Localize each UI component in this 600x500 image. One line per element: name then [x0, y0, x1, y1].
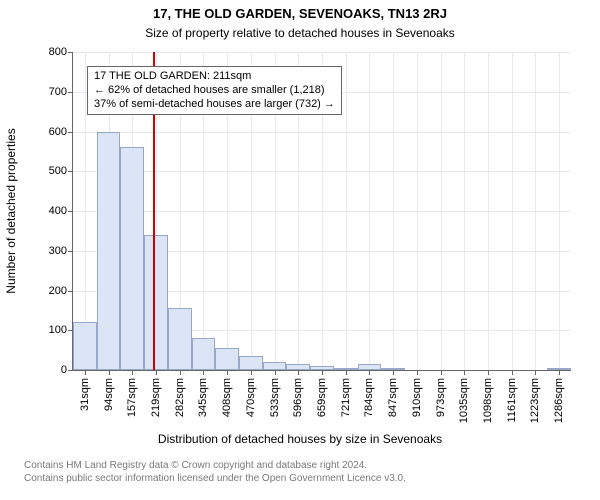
histogram-bar: [192, 338, 216, 370]
xtick-label: 282sqm: [174, 370, 186, 417]
annotation-line2: ← 62% of detached houses are smaller (1,…: [94, 84, 335, 98]
xtick-label: 533sqm: [269, 370, 281, 417]
chart-container: 17, THE OLD GARDEN, SEVENOAKS, TN13 2RJ …: [0, 0, 600, 500]
histogram-bar: [239, 356, 263, 370]
histogram-bar: [263, 362, 287, 370]
ytick-label: 400: [49, 205, 73, 217]
y-axis-label: Number of detached properties: [4, 128, 18, 293]
footer-line2: Contains public sector information licen…: [24, 473, 600, 486]
xtick-label: 910sqm: [411, 370, 423, 417]
histogram-bar: [381, 368, 405, 370]
xtick-label: 219sqm: [150, 370, 162, 417]
histogram-bar: [97, 132, 121, 371]
xtick-label: 973sqm: [435, 370, 447, 417]
histogram-bar: [547, 368, 571, 370]
annotation-line1: 17 THE OLD GARDEN: 211sqm: [94, 70, 335, 84]
xtick-label: 1286sqm: [553, 370, 565, 423]
ytick-label: 100: [49, 324, 73, 336]
histogram-bar: [73, 322, 97, 370]
gridline-h: [73, 211, 571, 212]
xtick-label: 847sqm: [387, 370, 399, 417]
histogram-bar: [120, 147, 144, 370]
xtick-label: 157sqm: [126, 370, 138, 417]
xtick-label: 470sqm: [245, 370, 257, 417]
gridline-h: [73, 52, 571, 53]
ytick-label: 600: [49, 126, 73, 138]
xtick-label: 721sqm: [340, 370, 352, 417]
page-subtitle: Size of property relative to detached ho…: [0, 26, 600, 40]
ytick-label: 500: [49, 165, 73, 177]
histogram-bar: [358, 364, 382, 370]
xtick-label: 1035sqm: [458, 370, 470, 423]
footer-line1: Contains HM Land Registry data © Crown c…: [24, 460, 600, 473]
histogram-bar: [334, 368, 358, 370]
xtick-label: 659sqm: [316, 370, 328, 417]
xtick-label: 31sqm: [79, 370, 91, 411]
xtick-label: 408sqm: [221, 370, 233, 417]
xtick-label: 784sqm: [363, 370, 375, 417]
ytick-label: 200: [49, 285, 73, 297]
ytick-label: 300: [49, 245, 73, 257]
title-line1: 17, THE OLD GARDEN, SEVENOAKS, TN13 2RJ: [153, 6, 447, 21]
page-title: 17, THE OLD GARDEN, SEVENOAKS, TN13 2RJ: [0, 6, 600, 21]
title-line2: Size of property relative to detached ho…: [145, 26, 455, 40]
histogram-bar: [144, 235, 168, 370]
xtick-label: 1161sqm: [506, 370, 518, 422]
annotation-line3: 37% of semi-detached houses are larger (…: [94, 98, 335, 112]
plot-area: 31sqm94sqm157sqm219sqm282sqm345sqm408sqm…: [72, 52, 571, 371]
ytick-label: 700: [49, 86, 73, 98]
histogram-bar: [310, 366, 334, 370]
ytick-label: 0: [61, 364, 73, 376]
xtick-label: 1098sqm: [482, 370, 494, 423]
xtick-label: 94sqm: [103, 370, 115, 411]
xtick-label: 1223sqm: [529, 370, 541, 423]
xtick-label: 596sqm: [292, 370, 304, 417]
annotation-box: 17 THE OLD GARDEN: 211sqm← 62% of detach…: [87, 66, 342, 115]
histogram-bar: [168, 308, 192, 370]
gridline-h: [73, 132, 571, 133]
footer: Contains HM Land Registry data © Crown c…: [0, 460, 600, 485]
histogram-bar: [286, 364, 310, 370]
gridline-h: [73, 171, 571, 172]
x-axis-label: Distribution of detached houses by size …: [0, 432, 600, 446]
ytick-label: 800: [49, 46, 73, 58]
histogram-bar: [215, 348, 239, 370]
xtick-label: 345sqm: [197, 370, 209, 417]
